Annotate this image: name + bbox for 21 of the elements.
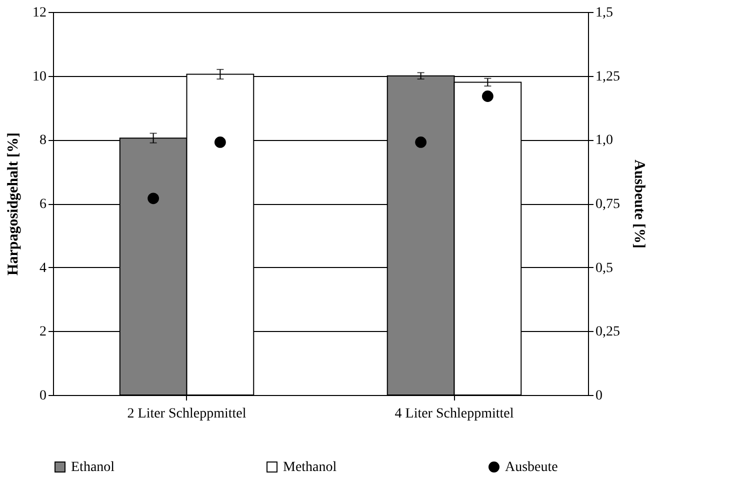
x-tick-label: 2 Liter Schleppmittel bbox=[127, 406, 246, 422]
y2-tick-label: 1,0 bbox=[596, 133, 613, 148]
y-tick-label: 4 bbox=[40, 260, 46, 276]
y-tick-label: 12 bbox=[32, 6, 46, 20]
y-axis-title: Harpagosidgehalt [%] bbox=[6, 132, 22, 276]
legend-label: Ausbeute bbox=[505, 460, 558, 475]
y-tick-label: 8 bbox=[40, 133, 46, 148]
y-tick-label: 6 bbox=[40, 197, 46, 212]
x-tick-label: 4 Liter Schleppmittel bbox=[394, 406, 514, 422]
y2-tick-label: 0,25 bbox=[596, 324, 620, 340]
legend-label: Methanol bbox=[283, 460, 337, 475]
y2-axis-title: Ausbeute [%] bbox=[631, 160, 647, 248]
y2-tick-label: 1,25 bbox=[596, 69, 620, 84]
y2-tick-label: 0,75 bbox=[596, 197, 620, 212]
legend-label: Ethanol bbox=[71, 460, 115, 475]
y2-tick-label: 1,5 bbox=[596, 6, 613, 20]
y-tick-label: 2 bbox=[40, 324, 46, 340]
y2-tick-label: 0,5 bbox=[596, 260, 613, 276]
y2-tick-label: 0 bbox=[596, 388, 602, 404]
y-tick-label: 0 bbox=[40, 388, 46, 404]
y-tick-label: 10 bbox=[32, 69, 46, 84]
